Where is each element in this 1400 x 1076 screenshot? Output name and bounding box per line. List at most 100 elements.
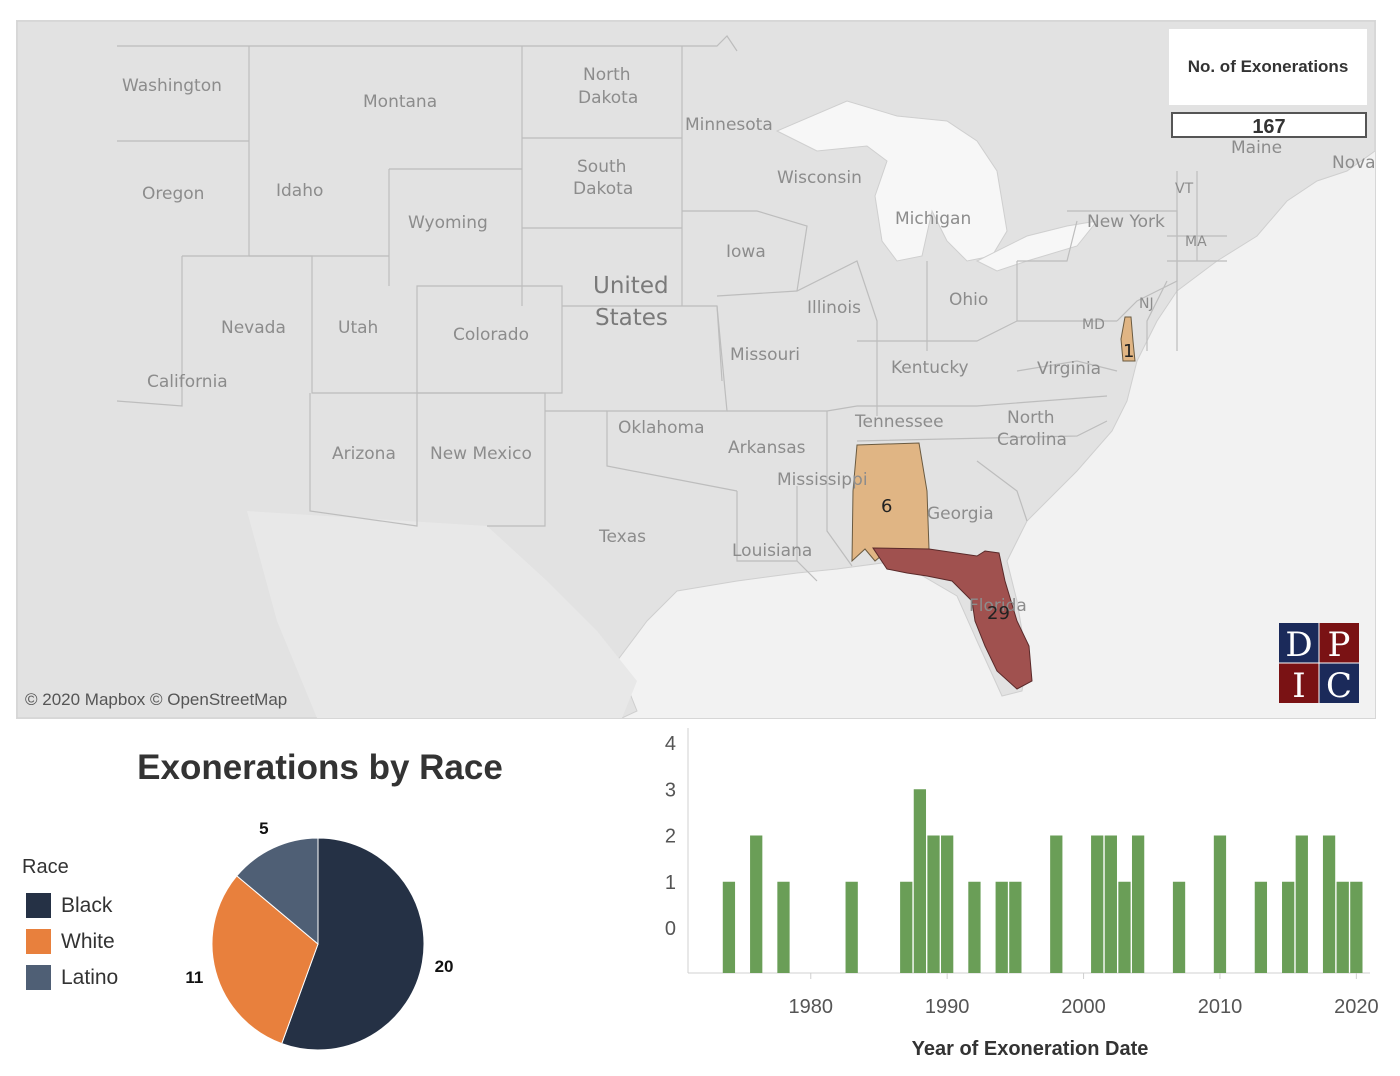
y-tick-label: 1	[665, 872, 676, 894]
state-borders	[116, 35, 1227, 582]
value-florida: 29	[987, 603, 1010, 624]
bar-2003[interactable]	[1118, 881, 1131, 973]
y-tick-label: 0	[665, 918, 676, 940]
label-colorado: Colorado	[453, 325, 529, 345]
label-north-dakota-1: North	[583, 65, 631, 85]
exonerations-map[interactable]: Washington Montana North Dakota Minnesot…	[16, 20, 1376, 719]
label-south-dakota-1: South	[577, 157, 626, 177]
bar-1976[interactable]	[750, 835, 763, 974]
label-vt: VT	[1175, 181, 1194, 197]
x-tick-label: 1990	[925, 996, 970, 1018]
label-south-dakota-2: Dakota	[573, 179, 633, 199]
logo-letter-p: P	[1328, 625, 1351, 665]
lake-erie-ontario	[975, 220, 1099, 272]
value-delaware: 1	[1123, 341, 1134, 362]
x-tick-label: 2010	[1198, 996, 1243, 1018]
bar-1998[interactable]	[1050, 835, 1063, 974]
bar-2004[interactable]	[1131, 835, 1145, 974]
label-nevada: Nevada	[221, 318, 286, 338]
y-tick-label: 2	[665, 826, 676, 848]
label-new-york: New York	[1087, 212, 1165, 232]
bar-2016[interactable]	[1295, 835, 1308, 974]
label-arkansas: Arkansas	[728, 438, 806, 458]
bar-2010[interactable]	[1213, 835, 1227, 974]
bar-1978[interactable]	[777, 881, 790, 973]
state-labels: Washington Montana North Dakota Minnesot…	[122, 65, 1375, 616]
pie-label-latino: 5	[259, 819, 268, 838]
label-wyoming: Wyoming	[408, 213, 488, 233]
label-oregon: Oregon	[142, 184, 204, 204]
exonerations-count-box: No. of Exonerations	[1169, 29, 1367, 105]
exonerations-by-year-bar-chart[interactable]: 0 1 2 3 4 1980 1990 2000 2010 2020	[630, 728, 1390, 1028]
state-delaware[interactable]	[1120, 316, 1136, 362]
bar-2018[interactable]	[1322, 835, 1336, 974]
label-north-carolina-1: North	[1007, 408, 1055, 428]
bar-2019[interactable]	[1336, 881, 1349, 973]
pie-label-black: 20	[435, 957, 454, 976]
map-attribution[interactable]: © 2020 Mapbox © OpenStreetMap	[25, 690, 288, 709]
label-illinois: Illinois	[807, 298, 861, 318]
legend-swatch-latino	[26, 965, 51, 990]
legend-title: Race	[22, 856, 69, 878]
pie-slice-white[interactable]	[211, 875, 319, 1045]
legend-label-white: White	[61, 930, 115, 953]
value-alabama: 6	[881, 496, 892, 517]
label-montana: Montana	[363, 92, 437, 112]
label-missouri: Missouri	[730, 345, 800, 365]
us-map[interactable]: Washington Montana North Dakota Minnesot…	[17, 21, 1375, 718]
label-maine: Maine	[1231, 138, 1282, 158]
label-nj: NJ	[1139, 296, 1154, 312]
bar-2002[interactable]	[1104, 835, 1117, 974]
exonerations-count-label: No. of Exonerations	[1187, 57, 1349, 76]
bar-2013[interactable]	[1254, 881, 1268, 973]
bar-1983[interactable]	[845, 881, 858, 973]
x-tick-label: 2020	[1334, 996, 1379, 1018]
bar-1992[interactable]	[968, 881, 981, 973]
x-tick-label: 1980	[789, 996, 834, 1018]
label-georgia: Georgia	[927, 504, 994, 524]
bar-1994[interactable]	[995, 881, 1008, 973]
bar-1988[interactable]	[913, 789, 927, 973]
bar-1995[interactable]	[1009, 881, 1022, 973]
bar-1974[interactable]	[722, 881, 736, 973]
great-lakes	[775, 100, 1008, 262]
bar-2015[interactable]	[1282, 881, 1295, 973]
label-new-mexico: New Mexico	[430, 444, 532, 464]
legend-label-latino: Latino	[61, 966, 119, 989]
label-north-dakota-2: Dakota	[578, 88, 638, 108]
country-label-line2: States	[595, 305, 668, 331]
country-label-line1: United	[593, 273, 669, 299]
label-louisiana: Louisiana	[732, 541, 812, 561]
label-oklahoma: Oklahoma	[618, 418, 705, 438]
label-arizona: Arizona	[332, 444, 396, 464]
label-florida: Florida	[969, 596, 1027, 616]
logo-letter-c: C	[1326, 666, 1352, 703]
pie-chart-title: Exonerations by Race	[137, 748, 503, 787]
race-pie-chart[interactable]: 20 11 5	[0, 800, 600, 1076]
label-washington: Washington	[122, 76, 222, 96]
bar-2007[interactable]	[1172, 881, 1186, 973]
dpic-logo: D P I C	[1279, 623, 1359, 703]
bar-1989[interactable]	[927, 835, 940, 974]
exonerations-count-value: 167	[1171, 112, 1367, 138]
bar-2020[interactable]	[1350, 881, 1363, 973]
label-mississippi: Mississippi	[777, 470, 868, 490]
pie-slice-black[interactable]	[281, 837, 425, 1051]
state-florida[interactable]	[872, 547, 1033, 690]
label-ohio: Ohio	[949, 290, 988, 310]
bar-1987[interactable]	[900, 881, 913, 973]
legend-swatch-black	[26, 893, 51, 918]
bar-1990[interactable]	[941, 835, 954, 974]
x-tick-label: 2000	[1061, 996, 1106, 1018]
pie-slice-latino[interactable]	[236, 837, 319, 946]
legend-swatch-white	[26, 929, 51, 954]
label-iowa: Iowa	[726, 242, 766, 262]
bar-chart-x-axis-label: Year of Exoneration Date	[911, 1038, 1149, 1060]
label-idaho: Idaho	[276, 181, 323, 201]
pie-label-white: 11	[185, 968, 203, 987]
bar-2001[interactable]	[1091, 835, 1104, 974]
label-virginia: Virginia	[1037, 359, 1101, 379]
label-md: MD	[1082, 317, 1105, 333]
label-wisconsin: Wisconsin	[777, 168, 862, 188]
logo-letter-d: D	[1285, 625, 1312, 665]
